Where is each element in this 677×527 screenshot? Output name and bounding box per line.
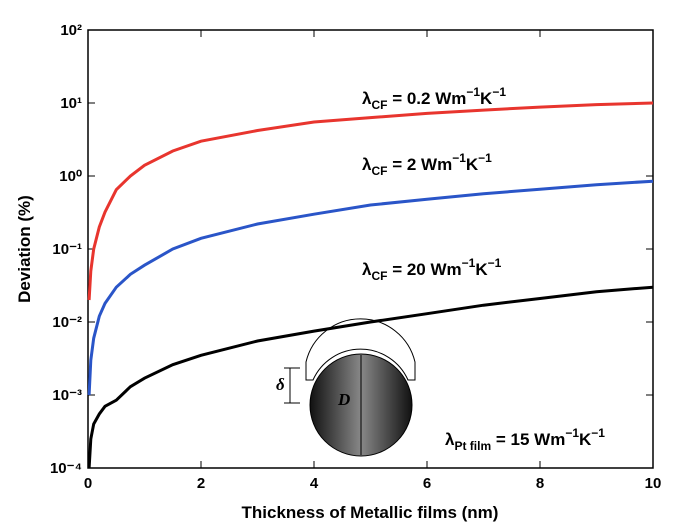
annotation-text: = 2 Wm [387,155,452,174]
x-tick-label: 2 [197,475,205,492]
y-axis-label: Deviation (%) [15,195,34,303]
annotation-text: λ [362,155,372,174]
series-line [87,101,654,301]
y-tick-label: 10⁻⁴ [50,460,82,477]
y-tick-label: 10⁻¹ [52,241,82,258]
y-tick-label: 10¹ [60,95,82,112]
y-tick-label: 10⁻² [52,314,82,331]
film-shell [305,318,416,381]
annotation: λCF = 20 Wm−1K−1 [362,256,502,283]
annotation-sup: −1 [492,85,506,99]
annotation-sub: CF [371,98,387,112]
x-tick-label: 6 [423,475,431,492]
annotation-text: λ [362,89,372,108]
annotation: λCF = 0.2 Wm−1K−1 [362,85,506,112]
inset: δ D [276,318,416,457]
annotation-text: K [579,430,592,449]
annotation-text: = 15 Wm [491,430,565,449]
y-tick-label: 10⁻³ [52,387,82,404]
annotation: λPt film = 15 Wm−1K−1 [445,426,605,453]
annotation-sup: −1 [452,151,466,165]
annotation-text: K [480,89,493,108]
annotation-sub: CF [371,269,387,283]
series-line [87,179,654,396]
annotation-sub: CF [371,164,387,178]
annotation-sup: −1 [591,426,605,440]
x-tick-label: 8 [536,475,544,492]
y-tick-label: 10² [60,22,82,39]
diameter-label: D [337,390,350,409]
annotation-text: = 0.2 Wm [387,89,466,108]
annotation-sup: −1 [466,85,480,99]
x-axis-label: Thickness of Metallic films (nm) [242,503,499,522]
annotation-sup: −1 [565,426,579,440]
annotation-sup: −1 [478,151,492,165]
x-tick-label: 10 [645,475,662,492]
x-tick-label: 4 [310,475,319,492]
series-line [87,285,654,469]
annotation: λCF = 2 Wm−1K−1 [362,151,492,178]
annotation-text: K [466,155,479,174]
y-tick-label: 10⁰ [59,168,82,185]
annotation-sup: −1 [488,256,502,270]
x-tick-label: 0 [84,475,92,492]
annotation-text: K [475,260,488,279]
delta-label: δ [276,375,285,394]
annotation-sup: −1 [462,256,476,270]
annotation-sub: Pt film [454,439,491,453]
annotation-text: λ [445,430,455,449]
annotation-text: = 20 Wm [387,260,461,279]
annotation-text: λ [362,260,372,279]
